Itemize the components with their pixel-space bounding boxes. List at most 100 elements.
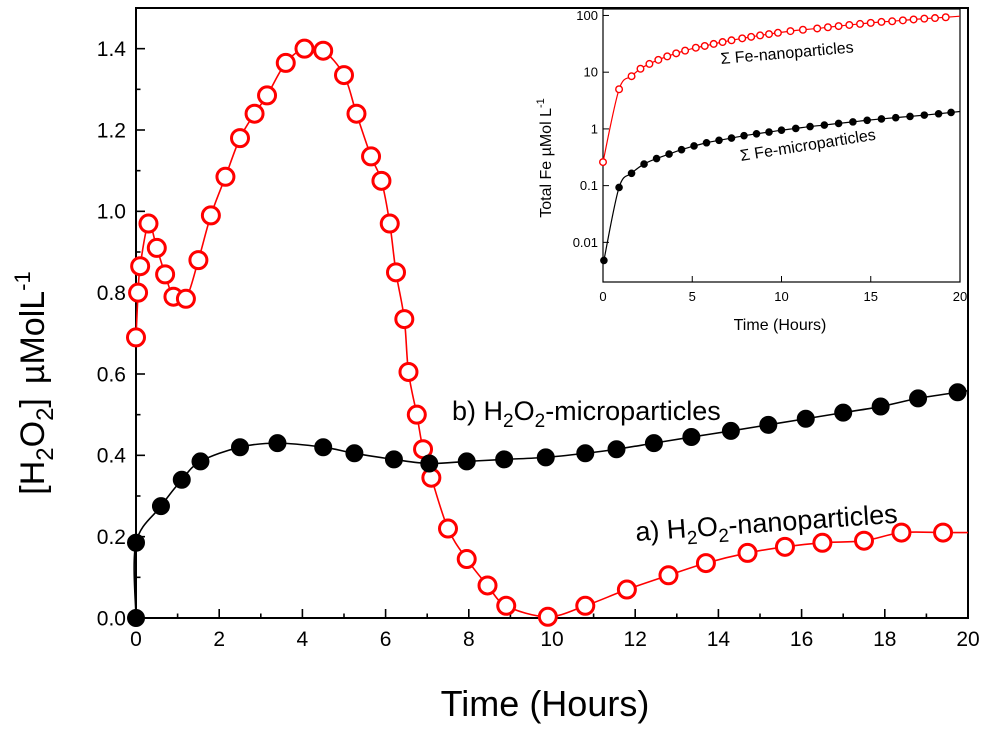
data-point-microparticles	[420, 454, 439, 473]
inset-x-axis-label: Time (Hours)	[734, 317, 827, 334]
data-point-microparticles	[457, 452, 476, 471]
inset-data-point-microparticles	[877, 115, 886, 123]
inset-data-point-microparticles	[652, 154, 661, 163]
x-tick-label: 12	[624, 628, 647, 651]
data-point-nanoparticles	[334, 65, 354, 86]
inset-data-point-nanoparticles	[700, 41, 709, 50]
inset-data-point-nanoparticles	[909, 15, 918, 24]
data-point-microparticles	[127, 533, 145, 552]
data-point-nanoparticles	[737, 542, 758, 563]
inset-x-tick-label: 0	[599, 289, 606, 304]
inset-data-point-nanoparticles	[645, 59, 654, 68]
inset-data-point-microparticles	[891, 113, 900, 122]
inset-data-point-microparticles	[715, 136, 723, 145]
data-point-nanoparticles	[933, 522, 954, 543]
data-point-nanoparticles	[379, 213, 400, 234]
y-tick-label: 1.4	[97, 38, 127, 61]
inset-data-point-microparticles	[849, 118, 857, 126]
inset-data-point-nanoparticles	[786, 27, 795, 36]
data-point-nanoparticles	[477, 575, 498, 596]
data-point-nanoparticles	[695, 553, 716, 574]
data-point-nanoparticles	[616, 579, 637, 600]
inset-data-point-microparticles	[752, 129, 761, 138]
inset-data-point-microparticles	[920, 111, 929, 119]
inset-data-point-microparticles	[702, 138, 711, 147]
data-point-nanoparticles	[230, 128, 250, 149]
data-point-microparticles	[871, 397, 890, 416]
inset-series-line-microparticles	[603, 110, 961, 261]
inset-data-point-microparticles	[690, 142, 698, 150]
inset-data-point-nanoparticles	[681, 46, 690, 55]
inset-data-point-nanoparticles	[709, 39, 718, 48]
inset-data-point-microparticles	[627, 169, 636, 178]
data-point-microparticles	[682, 428, 701, 447]
x-tick-label: 18	[873, 628, 896, 651]
inset-y-tick-label: 100	[576, 8, 598, 23]
x-tick-label: 6	[380, 628, 392, 651]
x-tick-label: 14	[707, 628, 731, 651]
data-point-nanoparticles	[275, 52, 296, 73]
data-point-nanoparticles	[812, 532, 833, 553]
inset-data-point-microparticles	[777, 126, 786, 134]
inset-y-axis-label: Total Fe µMol L-1	[535, 98, 555, 217]
inset-data-point-nanoparticles	[845, 20, 854, 29]
x-tick-label: 2	[213, 628, 225, 651]
inset-data-point-microparticles	[906, 112, 914, 121]
inset-data-point-microparticles	[765, 128, 773, 136]
inset-data-point-nanoparticles	[877, 17, 886, 26]
inset-data-point-nanoparticles	[773, 28, 782, 37]
inset-data-point-nanoparticles	[798, 25, 807, 34]
inset-data-point-microparticles	[665, 150, 673, 158]
data-point-microparticles	[495, 450, 514, 469]
inset-data-point-nanoparticles	[654, 55, 663, 64]
y-tick-label: 0.8	[97, 282, 126, 305]
data-point-microparticles	[644, 434, 663, 453]
data-point-nanoparticles	[537, 606, 558, 627]
inset-data-point-nanoparticles	[765, 30, 774, 39]
inset-y-tick-label: 1	[591, 121, 598, 136]
inset-data-point-nanoparticles	[931, 14, 940, 23]
inset-y-tick-label: 0.1	[580, 178, 598, 193]
inset-data-point-nanoparticles	[888, 17, 897, 26]
inset-x-tick-label: 15	[864, 289, 878, 304]
data-point-microparticles	[948, 383, 967, 402]
data-point-microparticles	[909, 389, 928, 408]
data-point-microparticles	[172, 470, 191, 489]
inset-data-point-nanoparticles	[834, 22, 843, 31]
inset-x-tick-label: 5	[689, 289, 696, 304]
x-axis-label: Time (Hours)	[441, 683, 650, 724]
data-point-nanoparticles	[128, 282, 149, 303]
data-point-microparticles	[151, 497, 170, 516]
x-tick-label: 10	[540, 628, 563, 651]
inset-data-point-microparticles	[600, 256, 608, 265]
x-tick-label: 8	[463, 628, 475, 651]
data-point-microparticles	[268, 434, 287, 453]
inset-data-point-microparticles	[947, 108, 955, 117]
data-point-nanoparticles	[456, 549, 477, 570]
inset-data-point-nanoparticles	[813, 24, 822, 33]
data-point-nanoparticles	[854, 530, 874, 551]
inset-data-point-nanoparticles	[856, 19, 865, 28]
x-tick-label: 16	[790, 628, 813, 651]
inset-data-point-nanoparticles	[898, 16, 907, 25]
inset-y-tick-label: 10	[584, 65, 598, 80]
data-point-nanoparticles	[891, 522, 912, 543]
x-tick-label: 0	[130, 628, 142, 651]
inset-data-point-microparticles	[834, 119, 843, 128]
inset-data-point-microparticles	[740, 131, 748, 140]
data-point-microparticles	[576, 444, 595, 463]
data-point-nanoparticles	[774, 536, 795, 557]
inset-data-point-microparticles	[677, 145, 686, 154]
y-axis-label: [H2O2]µMolL-1	[10, 271, 59, 494]
inset-data-point-nanoparticles	[672, 49, 681, 58]
inset-data-point-nanoparticles	[663, 52, 672, 61]
data-point-nanoparticles	[130, 256, 151, 277]
data-point-nanoparticles	[346, 103, 367, 124]
series-label-microparticles: b) H2O2-microparticles	[452, 396, 721, 432]
data-point-nanoparticles	[313, 40, 334, 61]
data-point-microparticles	[191, 452, 210, 471]
inset-data-point-nanoparticles	[738, 34, 747, 43]
y-tick-label: 1.2	[97, 119, 126, 142]
